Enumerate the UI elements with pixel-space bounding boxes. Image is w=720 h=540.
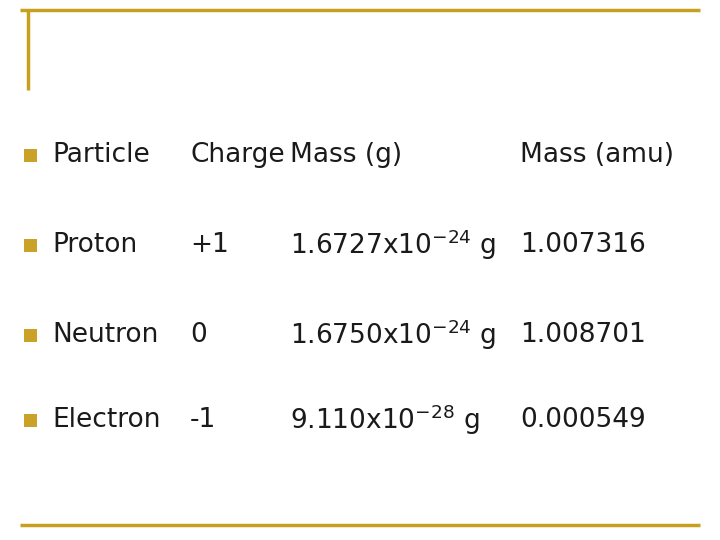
Text: Mass (amu): Mass (amu): [520, 142, 674, 168]
Text: -1: -1: [190, 407, 216, 433]
Text: +1: +1: [190, 232, 229, 258]
Text: $\mathregular{1.6727 x 10}^{\mathregular{-24}}$$\mathregular{\ g}$: $\mathregular{1.6727 x 10}^{\mathregular…: [290, 228, 496, 262]
Text: 0: 0: [190, 322, 207, 348]
Bar: [24, 414, 37, 427]
Text: 1.007316: 1.007316: [520, 232, 646, 258]
Text: 0.000549: 0.000549: [520, 407, 646, 433]
Text: Particle: Particle: [52, 142, 150, 168]
Text: $\mathregular{1.6750 x 10}^{\mathregular{-24}}$$\mathregular{\ g}$: $\mathregular{1.6750 x 10}^{\mathregular…: [290, 318, 496, 352]
Text: Neutron: Neutron: [52, 322, 158, 348]
Text: Charge: Charge: [190, 142, 284, 168]
Text: Electron: Electron: [52, 407, 161, 433]
Bar: [24, 328, 37, 341]
Bar: [24, 239, 37, 252]
Text: Mass (g): Mass (g): [290, 142, 402, 168]
Bar: [24, 148, 37, 161]
Text: Proton: Proton: [52, 232, 138, 258]
Text: 1.008701: 1.008701: [520, 322, 646, 348]
Text: $\mathregular{9.110 x 10}^{\mathregular{-28}}$$\mathregular{\ g}$: $\mathregular{9.110 x 10}^{\mathregular{…: [290, 403, 480, 437]
